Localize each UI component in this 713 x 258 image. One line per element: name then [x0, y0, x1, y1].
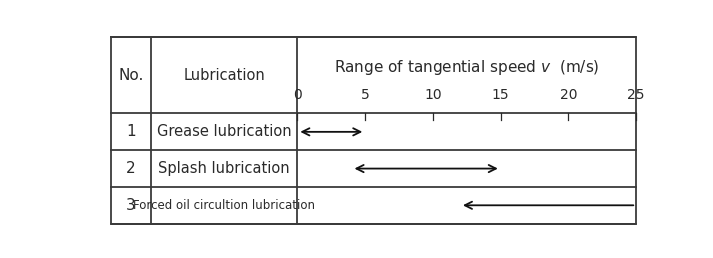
Text: 2: 2	[126, 161, 136, 176]
Text: 0: 0	[293, 88, 302, 102]
Text: 25: 25	[627, 88, 645, 102]
Text: 15: 15	[492, 88, 510, 102]
Text: 5: 5	[361, 88, 369, 102]
Text: Splash lubrication: Splash lubrication	[158, 161, 290, 176]
Text: Range of tangential speed $v$  (m/s): Range of tangential speed $v$ (m/s)	[334, 58, 600, 77]
Text: 10: 10	[424, 88, 442, 102]
Text: 1: 1	[126, 124, 136, 139]
Text: Lubrication: Lubrication	[183, 68, 265, 83]
Text: No.: No.	[118, 68, 144, 83]
Text: Forced oil circultion lubrication: Forced oil circultion lubrication	[133, 199, 315, 212]
Text: 3: 3	[126, 198, 136, 213]
Text: 20: 20	[560, 88, 578, 102]
Text: Grease lubrication: Grease lubrication	[157, 124, 292, 139]
